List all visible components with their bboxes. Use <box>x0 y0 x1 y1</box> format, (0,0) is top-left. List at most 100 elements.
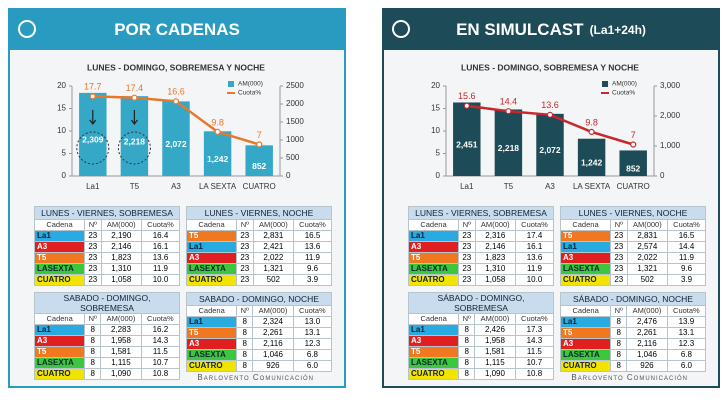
table-title-row: LUNES - VIERNES, SOBREMESA <box>408 206 554 220</box>
table-cell: 1,958 <box>100 335 142 347</box>
table-cell: 17.3 <box>514 324 555 336</box>
column-header: Cuota% <box>515 219 554 231</box>
table-cell: 23 <box>235 252 254 264</box>
table-cell: 2,324 <box>252 316 294 328</box>
table-cell: 1,310 <box>474 263 517 275</box>
y-tick-label: 0 <box>62 171 67 180</box>
channel-cell: T5 <box>407 346 460 358</box>
table-row: La1 23 2,316 17.4 <box>408 230 554 242</box>
table-cell: 10.7 <box>514 357 555 369</box>
table-cell: 8 <box>236 338 254 350</box>
table-cell: 2,022 <box>252 252 295 264</box>
panel: EN SIMULCAST (La1+24h) LUNES - DOMINGO, SO… <box>382 8 720 388</box>
table-row: CUATRO 8 1,090 10.8 <box>33 368 181 380</box>
legend-label: Cuota% <box>612 90 635 97</box>
table-cell: 1,581 <box>474 346 516 358</box>
table-cell: 10.8 <box>140 368 181 380</box>
channel-cell: La1 <box>33 324 86 336</box>
table-cell: 11.9 <box>667 252 706 264</box>
callout-arrow <box>89 110 97 125</box>
line-value-label: 7 <box>631 130 636 140</box>
y2-tick-label: 0 <box>660 171 665 180</box>
table-header-row: Cadena Nº AM(000) Cuota% <box>560 219 706 231</box>
line-marker <box>172 98 180 105</box>
table-cell: 8 <box>236 360 254 372</box>
chart: LUNES - DOMINGO, SOBREMESA Y NOCHE 0 5 10 15… <box>431 62 681 191</box>
x-tick-label: CUATRO <box>243 182 276 191</box>
table-row: La1 23 2,421 13.6 <box>186 241 332 253</box>
y2-tick-label: 2,000 <box>660 111 681 120</box>
y-tick-label: 20 <box>57 81 66 90</box>
bar <box>536 113 564 176</box>
table-cell: 23 <box>609 274 628 286</box>
line-marker <box>630 141 637 148</box>
bar-value-label: 2,072 <box>539 145 561 155</box>
y-tick-label: 0 <box>436 171 441 180</box>
channel-cell: T5 <box>408 252 459 264</box>
line-value-label: 17.4 <box>126 83 144 93</box>
table-cell: 2,574 <box>626 241 669 253</box>
x-tick-label: La1 <box>86 182 100 191</box>
x-tick-label: T5 <box>130 182 140 191</box>
table-cell: 2,831 <box>252 230 295 242</box>
table-cell: 16.1 <box>141 241 180 253</box>
table-cell: 13.6 <box>515 252 554 264</box>
table-row: T5 23 1,823 13.6 <box>408 252 554 264</box>
panel-title: POR CADENAS <box>114 20 240 39</box>
channel-cell: A3 <box>33 335 86 347</box>
table-cell: 8 <box>458 346 476 358</box>
table-row: A3 8 2,116 12.3 <box>185 338 333 350</box>
y2-tick-label: 0 <box>286 171 291 180</box>
table-cell: 11.9 <box>515 263 554 275</box>
table-row: La1 8 2,283 16.2 <box>33 324 181 336</box>
table-cell: 23 <box>83 230 102 242</box>
table-cell: 6.8 <box>292 349 333 361</box>
table-cell: 23 <box>235 230 254 242</box>
table-title-row: SÁBADO - DOMINGO, NOCHE <box>560 292 706 306</box>
channel-cell: CUATRO <box>185 360 238 372</box>
table-row: La1 23 2,574 14.4 <box>560 241 706 253</box>
channel-cell: CUATRO <box>407 368 460 380</box>
table-cell: 1,115 <box>100 357 142 369</box>
callout-circle <box>76 131 110 165</box>
column-header: AM(000) <box>626 305 668 317</box>
table-row: LASEXTA 8 1,046 6.8 <box>185 349 333 361</box>
logo <box>18 20 36 38</box>
data-table: LUNES - VIERNES, SOBREMESA Cadena Nº AM(000… <box>408 206 554 286</box>
table-cell: 8 <box>84 357 102 369</box>
table-cell: 23 <box>457 252 476 264</box>
column-header: Nº <box>236 305 254 317</box>
x-tick-label: T5 <box>504 182 514 191</box>
table-title: LUNES - VIERNES, SOBREMESA <box>34 206 180 220</box>
table-header-row: Cadena Nº AM(000) Cuota% <box>186 219 332 231</box>
table-row: A3 8 1,958 14.3 <box>407 335 555 347</box>
table-cell: 23 <box>235 241 254 253</box>
table-cell: 2,831 <box>626 230 669 242</box>
column-header: Cuota% <box>667 219 706 231</box>
channel-cell: LASEXTA <box>186 263 237 275</box>
x-tick-label: LA SEXTA <box>199 182 237 191</box>
column-header: Cadena <box>186 219 237 231</box>
line-value-label: 9.8 <box>585 117 598 127</box>
channel-cell: CUATRO <box>560 274 611 286</box>
table-cell: 2,421 <box>252 241 295 253</box>
table-title-row: SABADO - DOMINGO, NOCHE <box>186 292 332 306</box>
panel-header: EN SIMULCAST (La1+24h) <box>384 10 718 50</box>
table-cell: 23 <box>457 230 476 242</box>
table-row: A3 8 1,958 14.3 <box>33 335 181 347</box>
bar <box>245 145 273 176</box>
table-row: LASEXTA 23 1,310 11.9 <box>408 263 554 275</box>
table-cell: 10.0 <box>141 274 180 286</box>
bar <box>120 96 149 176</box>
bar-value-label: 852 <box>252 161 266 171</box>
table-header-row: Cadena Nº AM(000) Cuota% <box>408 219 554 231</box>
channel-cell: La1 <box>559 316 612 328</box>
table-cell: 2,476 <box>626 316 668 328</box>
callout-circle <box>117 131 151 165</box>
table-cell: 8 <box>236 327 254 339</box>
line-marker <box>463 102 470 109</box>
table-cell: 8 <box>610 360 628 372</box>
line-value-label: 14.4 <box>500 97 518 107</box>
table-cell: 8 <box>84 346 102 358</box>
table-cell: 502 <box>626 274 669 286</box>
